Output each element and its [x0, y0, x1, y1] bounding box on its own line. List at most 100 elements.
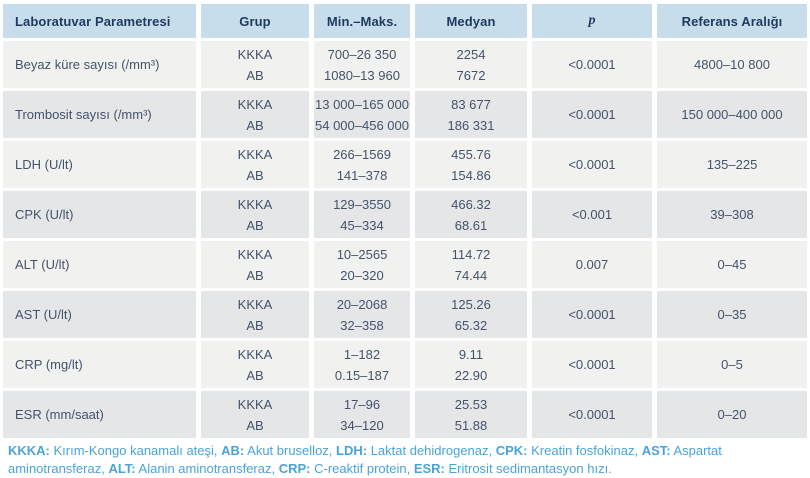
median-cell: 2254 7672 — [415, 41, 527, 88]
group-ab-label: AB — [246, 167, 264, 183]
group-ab-label: AB — [246, 317, 264, 333]
median-ab-value: 68.61 — [454, 217, 488, 233]
p-value-cell: <0.0001 — [532, 91, 652, 138]
group-kkka-label: KKKA — [237, 396, 273, 412]
p-value-cell: <0.001 — [532, 191, 652, 238]
parameter-cell: Beyaz küre sayısı (/mm³) — [3, 41, 196, 88]
group-kkka-label: KKKA — [237, 96, 273, 112]
median-ab-value: 65.32 — [454, 317, 488, 333]
table-body: Beyaz küre sayısı (/mm³) KKKA AB 700–26 … — [3, 41, 808, 438]
group-cell: KKKA AB — [201, 241, 309, 288]
median-cell: 125.26 65.32 — [415, 291, 527, 338]
minmax-cell: 10–2565 20–320 — [314, 241, 410, 288]
footnote-abbr: CRP: — [278, 461, 311, 476]
reference-range-cell: 0–45 — [657, 241, 807, 288]
group-kkka-label: KKKA — [237, 146, 273, 162]
minmax-cell: 129–3550 45–334 — [314, 191, 410, 238]
p-value-cell: <0.0001 — [532, 341, 652, 388]
p-value-cell: 0.007 — [532, 241, 652, 288]
column-header-2: Min.–Maks. — [314, 4, 410, 38]
parameter-cell: Trombosit sayısı (/mm³) — [3, 91, 196, 138]
minmax-kkka-value: 1–182 — [343, 346, 381, 362]
group-kkka-label: KKKA — [237, 46, 273, 62]
median-cell: 25.53 51.88 — [415, 391, 527, 438]
column-header-0: Laboratuvar Parametresi — [3, 4, 196, 38]
table-row: CRP (mg/lt) KKKA AB 1–182 0.15–187 9.11 … — [3, 341, 808, 388]
table-row: Trombosit sayısı (/mm³) KKKA AB 13 000–1… — [3, 91, 808, 138]
group-cell: KKKA AB — [201, 91, 309, 138]
group-cell: KKKA AB — [201, 141, 309, 188]
reference-range-cell: 0–35 — [657, 291, 807, 338]
minmax-cell: 266–1569 141–378 — [314, 141, 410, 188]
group-cell: KKKA AB — [201, 341, 309, 388]
group-cell: KKKA AB — [201, 191, 309, 238]
group-ab-label: AB — [246, 417, 264, 433]
minmax-ab-value: 0.15–187 — [334, 367, 390, 383]
parameter-cell: CPK (U/lt) — [3, 191, 196, 238]
table-row: LDH (U/lt) KKKA AB 266–1569 141–378 455.… — [3, 141, 808, 188]
table-row: CPK (U/lt) KKKA AB 129–3550 45–334 466.3… — [3, 191, 808, 238]
group-ab-label: AB — [246, 267, 264, 283]
reference-range-cell: 135–225 — [657, 141, 807, 188]
group-kkka-label: KKKA — [237, 296, 273, 312]
column-header-4: p — [532, 4, 652, 38]
group-cell: KKKA AB — [201, 391, 309, 438]
column-header-5: Referans Aralığı — [657, 4, 807, 38]
minmax-ab-value: 20–320 — [340, 267, 384, 283]
reference-range-cell: 0–20 — [657, 391, 807, 438]
parameter-cell: ESR (mm/saat) — [3, 391, 196, 438]
minmax-ab-value: 141–378 — [336, 167, 388, 183]
table-row: Beyaz küre sayısı (/mm³) KKKA AB 700–26 … — [3, 41, 808, 88]
minmax-ab-value: 54 000–456 000 — [315, 117, 409, 133]
footnote-abbr: CPK: — [495, 443, 528, 458]
group-cell: KKKA AB — [201, 41, 309, 88]
parameter-cell: LDH (U/lt) — [3, 141, 196, 188]
median-ab-value: 74.44 — [454, 267, 488, 283]
minmax-ab-value: 1080–13 960 — [324, 67, 400, 83]
median-ab-value: 22.90 — [454, 367, 488, 383]
minmax-cell: 20–2068 32–358 — [314, 291, 410, 338]
minmax-kkka-value: 129–3550 — [333, 196, 391, 212]
p-value-cell: <0.0001 — [532, 291, 652, 338]
median-kkka-value: 455.76 — [451, 146, 491, 162]
parameter-cell: ALT (U/lt) — [3, 241, 196, 288]
footnote-abbr: AST: — [641, 443, 671, 458]
group-ab-label: AB — [246, 217, 264, 233]
median-kkka-value: 83 677 — [451, 96, 491, 112]
minmax-cell: 1–182 0.15–187 — [314, 341, 410, 388]
median-cell: 455.76 154.86 — [415, 141, 527, 188]
minmax-cell: 13 000–165 000 54 000–456 000 — [314, 91, 410, 138]
parameter-cell: AST (U/lt) — [3, 291, 196, 338]
minmax-kkka-value: 13 000–165 000 — [315, 96, 409, 112]
minmax-cell: 17–96 34–120 — [314, 391, 410, 438]
group-cell: KKKA AB — [201, 291, 309, 338]
footnote-abbr: KKKA: — [8, 443, 50, 458]
table-row: ALT (U/lt) KKKA AB 10–2565 20–320 114.72… — [3, 241, 808, 288]
table-header-row: Laboratuvar Parametresi Grup Min.–Maks. Med… — [3, 4, 808, 38]
minmax-kkka-value: 700–26 350 — [327, 46, 397, 62]
group-kkka-label: KKKA — [237, 246, 273, 262]
group-ab-label: AB — [246, 67, 264, 83]
median-ab-value: 154.86 — [451, 167, 491, 183]
p-value-cell: <0.0001 — [532, 391, 652, 438]
median-kkka-value: 9.11 — [458, 346, 484, 362]
minmax-kkka-value: 17–96 — [343, 396, 381, 412]
table-row: AST (U/lt) KKKA AB 20–2068 32–358 125.26… — [3, 291, 808, 338]
footnote-abbr: ALT: — [108, 461, 136, 476]
reference-range-cell: 4800–10 800 — [657, 41, 807, 88]
median-kkka-value: 2254 — [456, 46, 486, 62]
footnote-abbr: ESR: — [413, 461, 445, 476]
column-header-3: Medyan — [415, 4, 527, 38]
median-kkka-value: 25.53 — [454, 396, 488, 412]
p-value-cell: <0.0001 — [532, 141, 652, 188]
median-kkka-value: 466.32 — [451, 196, 491, 212]
parameter-cell: CRP (mg/lt) — [3, 341, 196, 388]
reference-range-cell: 39–308 — [657, 191, 807, 238]
minmax-kkka-value: 20–2068 — [336, 296, 388, 312]
p-value-cell: <0.0001 — [532, 41, 652, 88]
table-row: ESR (mm/saat) KKKA AB 17–96 34–120 25.53… — [3, 391, 808, 438]
median-cell: 114.72 74.44 — [415, 241, 527, 288]
minmax-ab-value: 34–120 — [340, 417, 384, 433]
median-kkka-value: 125.26 — [451, 296, 491, 312]
